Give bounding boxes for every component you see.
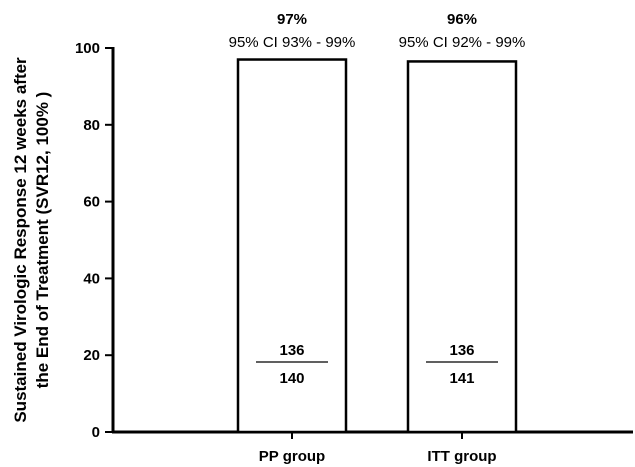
y-tick-label: 20 — [83, 347, 100, 364]
bars: 97% 95% CI 93% - 99% 136 140 96% 95% CI 92% -… — [229, 11, 526, 434]
axes — [111, 47, 633, 434]
y-ticks: 0 20 40 60 80 100 — [75, 40, 113, 441]
denominator-label: 140 — [279, 370, 304, 387]
numerator-label: 136 — [449, 342, 474, 359]
numerator-label: 136 — [279, 342, 304, 359]
y-axis-title-line-1: Sustained Virologic Response 12 weeks af… — [11, 57, 30, 423]
denominator-label: 141 — [449, 370, 474, 387]
y-tick-label: 80 — [83, 117, 100, 134]
ci-label: 95% CI 93% - 99% — [229, 34, 356, 51]
x-tick-label: ITT group — [427, 448, 496, 465]
percent-label: 96% — [447, 11, 477, 28]
percent-label: 97% — [277, 11, 307, 28]
ci-label: 95% CI 92% - 99% — [399, 34, 526, 51]
y-tick-label: 100 — [75, 40, 100, 57]
bar — [236, 58, 348, 434]
y-axis-title: Sustained Virologic Response 12 weeks af… — [11, 57, 52, 423]
y-tick-label: 40 — [83, 270, 100, 287]
x-tick-label: PP group — [259, 448, 325, 465]
x-ticks: PP group ITT group — [259, 432, 497, 465]
y-axis-title-line-2: the End of Treatment (SVR12, 100% ) — [33, 92, 52, 389]
y-tick-label: 0 — [92, 424, 100, 441]
y-tick-label: 60 — [83, 194, 100, 211]
